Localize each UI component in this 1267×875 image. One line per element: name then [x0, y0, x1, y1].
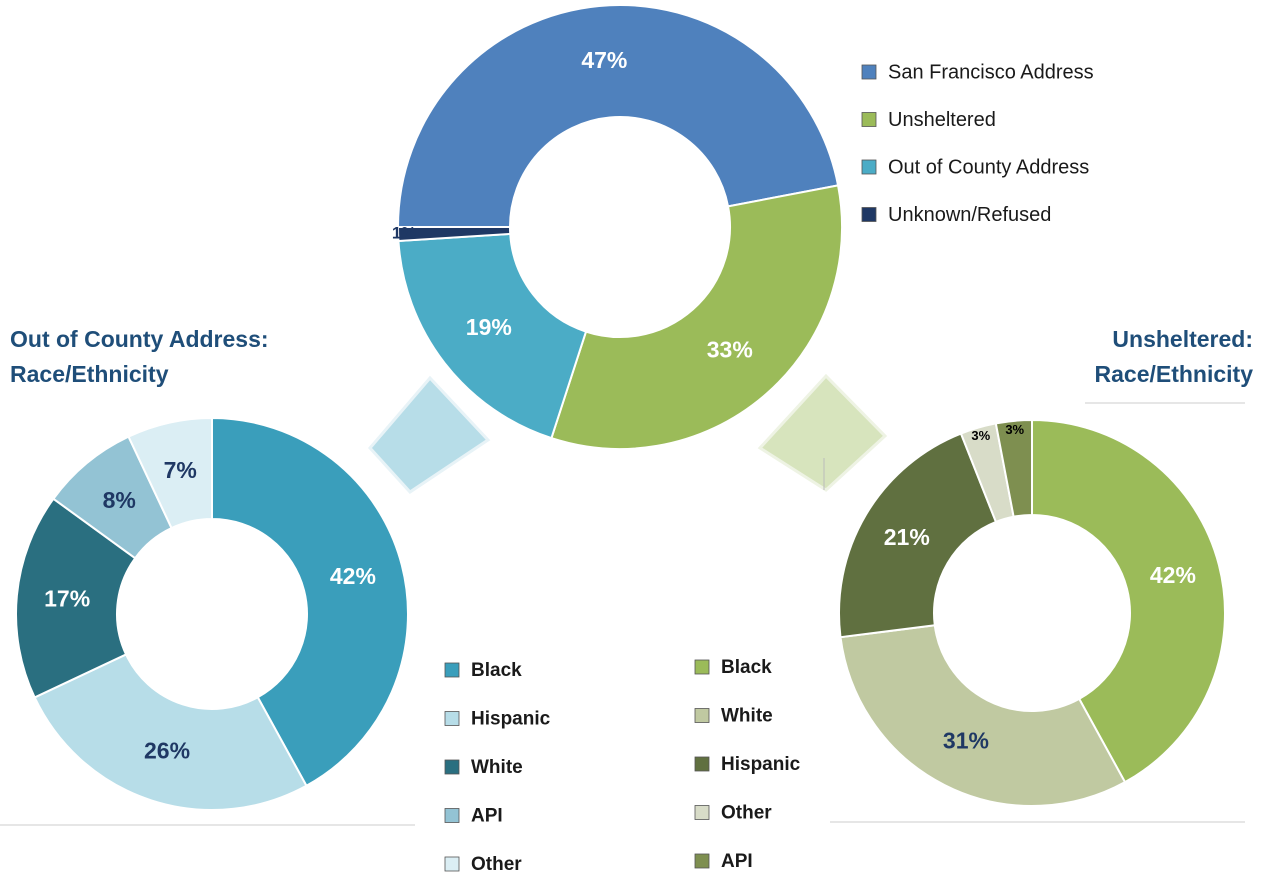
donut-slice	[15, 497, 137, 699]
donut-slice	[396, 4, 840, 228]
data-label: 3%	[971, 428, 990, 443]
legend-label: API	[471, 806, 503, 827]
connector	[367, 375, 491, 494]
data-label: 42%	[330, 563, 376, 589]
legend-swatch	[444, 808, 460, 823]
donut-slice	[1031, 418, 1226, 784]
data-label: 1%	[392, 223, 417, 242]
data-label: 26%	[144, 737, 190, 763]
legend-swatch	[861, 64, 877, 80]
data-label: 47%	[581, 47, 627, 73]
legend-label: White	[471, 757, 523, 778]
legend-label: Hispanic	[721, 754, 801, 775]
donut-slice	[550, 184, 843, 450]
left-title: Out of County Address: Race/Ethnicity	[10, 326, 269, 387]
legend-swatch	[444, 662, 460, 678]
data-label: 8%	[103, 487, 136, 513]
data-label: 31%	[943, 728, 989, 754]
data-label: 21%	[884, 524, 930, 550]
legend-label: Other	[721, 803, 772, 824]
data-label: 17%	[44, 585, 90, 611]
legend-swatch	[694, 853, 710, 869]
legend-swatch	[861, 159, 877, 175]
data-label: 19%	[466, 314, 512, 340]
legend-label: Black	[471, 660, 522, 681]
legend-label: Other	[471, 854, 522, 875]
legend-swatch	[694, 805, 710, 820]
connector	[757, 373, 888, 492]
donut-slice	[127, 416, 213, 530]
legend-label: San Francisco Address	[888, 61, 1094, 83]
legend-swatch	[444, 711, 460, 726]
legend-swatch	[444, 759, 460, 775]
donut-slice	[211, 416, 409, 788]
data-label: 42%	[1150, 562, 1196, 588]
donut-slice	[33, 653, 308, 811]
legend-label: API	[721, 851, 753, 872]
legend-label: Out of County Address	[888, 156, 1089, 178]
right-title: Unsheltered: Race/Ethnicity	[1094, 326, 1254, 387]
data-label: 7%	[164, 457, 197, 483]
donut-slice	[839, 624, 1127, 807]
legend-swatch	[694, 756, 710, 772]
legend-swatch	[861, 112, 877, 127]
legend-label: Black	[721, 657, 772, 678]
donut-slice	[838, 432, 998, 639]
legend-label: White	[721, 706, 773, 727]
legend-swatch	[444, 856, 460, 872]
legend-swatch	[694, 659, 710, 675]
legend-label: Unknown/Refused	[888, 204, 1051, 226]
data-label: 33%	[707, 337, 753, 363]
legend-label: Hispanic	[471, 709, 551, 730]
data-label: 3%	[1005, 422, 1024, 437]
legend-label: Unsheltered	[888, 109, 996, 131]
legend-swatch	[861, 207, 877, 222]
donut-slice	[396, 226, 512, 242]
legend-swatch	[694, 708, 710, 723]
donut-slice	[397, 232, 588, 440]
donut-slice	[994, 418, 1033, 518]
